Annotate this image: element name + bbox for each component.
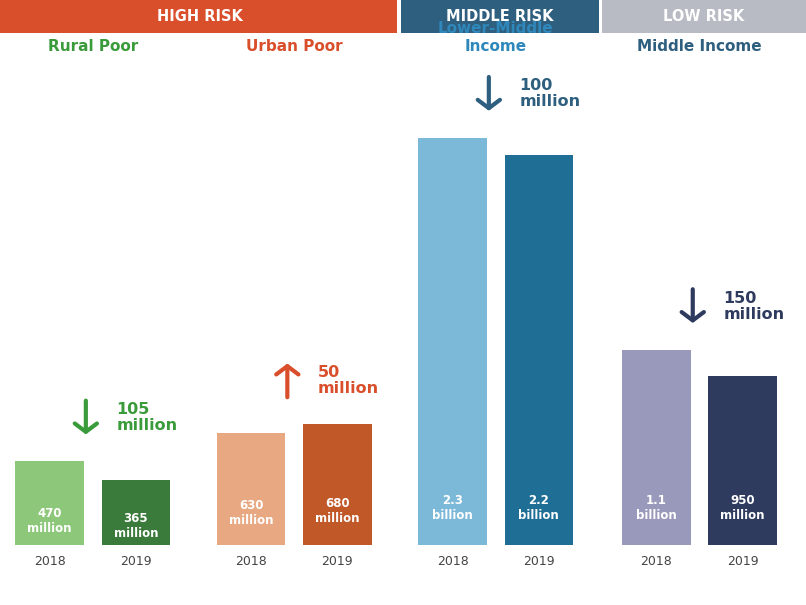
Bar: [708, 376, 777, 544]
Text: 2019: 2019: [727, 555, 758, 568]
Bar: [15, 462, 84, 544]
Text: Middle Income: Middle Income: [638, 39, 762, 54]
Text: 2.2
billion: 2.2 billion: [518, 494, 559, 522]
Text: 105
million: 105 million: [117, 402, 177, 433]
Text: 50
million: 50 million: [318, 365, 379, 396]
Text: 365
million: 365 million: [114, 512, 158, 540]
Text: 2018: 2018: [437, 555, 468, 568]
Text: 2019: 2019: [523, 555, 555, 568]
Bar: [599, 0, 602, 33]
Bar: [505, 155, 573, 544]
Text: 1.1
billion: 1.1 billion: [636, 494, 677, 522]
Text: LOW RISK: LOW RISK: [663, 9, 744, 24]
Text: 630
million: 630 million: [229, 499, 273, 528]
Text: 2019: 2019: [120, 555, 152, 568]
Bar: [303, 424, 372, 544]
Text: Urban Poor: Urban Poor: [246, 39, 343, 54]
Text: 2018: 2018: [641, 555, 672, 568]
Text: HIGH RISK: HIGH RISK: [156, 9, 243, 24]
Text: Lower-Middle
Income: Lower-Middle Income: [438, 21, 554, 54]
Text: 680
million: 680 million: [315, 497, 359, 525]
Text: 100
million: 100 million: [520, 78, 580, 110]
Text: 470
million: 470 million: [27, 507, 72, 535]
Text: 2.3
billion: 2.3 billion: [432, 494, 473, 522]
Text: Rural Poor: Rural Poor: [48, 39, 138, 54]
Bar: [622, 350, 691, 544]
Text: 2018: 2018: [235, 555, 267, 568]
Bar: [217, 433, 285, 544]
Bar: [397, 0, 401, 33]
Text: 2018: 2018: [34, 555, 65, 568]
Bar: [102, 480, 170, 544]
Bar: [399, 0, 600, 33]
Text: 150
million: 150 million: [724, 290, 784, 322]
Bar: [0, 0, 399, 33]
Text: 2019: 2019: [322, 555, 353, 568]
Bar: [418, 138, 487, 544]
Text: MIDDLE RISK: MIDDLE RISK: [446, 9, 554, 24]
Text: 950
million: 950 million: [721, 494, 765, 522]
Bar: [600, 0, 806, 33]
